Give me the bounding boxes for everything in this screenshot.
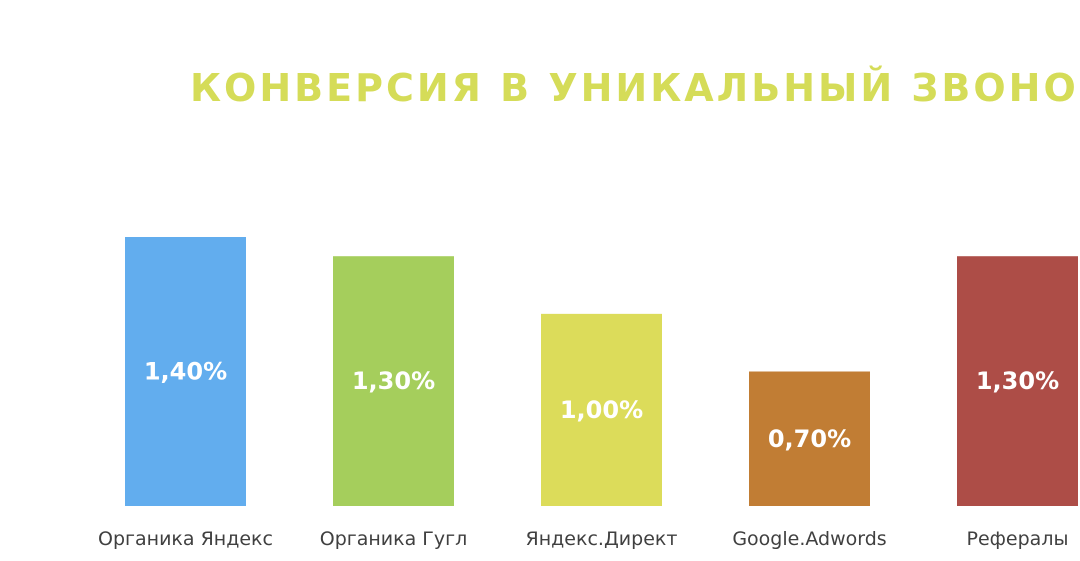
bar-3 (541, 313, 662, 506)
chart-title: КОНВЕРСИЯ В УНИКАЛЬНЫЙ ЗВОНОК (190, 66, 1080, 110)
value-label-5: 1,30% (976, 367, 1059, 395)
category-label-4: Google.Adwords (732, 528, 886, 550)
category-label-3: Яндекс.Директ (526, 528, 678, 550)
value-label-3: 1,00% (560, 396, 643, 424)
category-label-2: Органика Гугл (320, 528, 468, 550)
category-label-1: Органика Яндекс (98, 528, 273, 550)
category-labels-group: Органика Яндекс Органика Гугл Яндекс.Дирек… (98, 528, 1068, 550)
bar-1 (125, 237, 246, 506)
bar-2 (333, 256, 454, 506)
value-label-4: 0,70% (768, 425, 851, 453)
value-label-1: 1,40% (144, 358, 227, 386)
bar-5 (957, 256, 1078, 506)
bar-4 (749, 371, 870, 506)
bars-group (125, 237, 1078, 506)
value-label-2: 1,30% (352, 367, 435, 395)
value-labels-group: 1,40% 1,30% 1,00% 0,70% 1,30% (144, 358, 1059, 453)
category-label-5: Рефералы (967, 528, 1069, 550)
